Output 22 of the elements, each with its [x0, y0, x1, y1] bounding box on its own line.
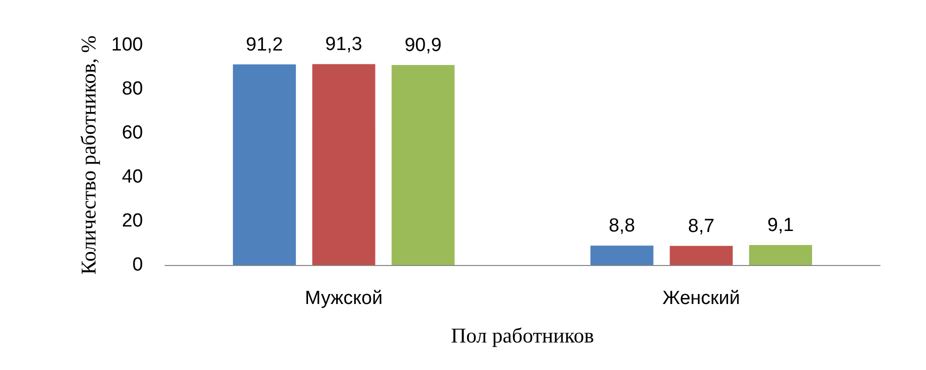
- bar: [670, 246, 733, 265]
- data-label: 91,3: [325, 34, 362, 56]
- y-tick-label: 100: [111, 34, 143, 56]
- bar: [749, 244, 812, 265]
- y-tick-label: 40: [122, 166, 143, 188]
- x-tick-label: Женский: [662, 288, 740, 309]
- y-tick-label: 60: [122, 122, 143, 144]
- data-label: 91,2: [246, 34, 283, 56]
- y-tick-label: 0: [132, 254, 143, 276]
- x-tick-label: Мужской: [304, 288, 383, 309]
- data-label: 8,7: [688, 216, 714, 237]
- bar: [312, 64, 376, 265]
- data-label: 90,9: [404, 35, 442, 56]
- x-axis-title: Пол работников: [450, 324, 594, 348]
- data-label: 8,8: [608, 216, 636, 237]
- y-tick-label: 80: [122, 78, 143, 100]
- bar: [590, 246, 654, 265]
- bar: [232, 64, 296, 265]
- y-tick-label: 20: [122, 210, 143, 232]
- bar: [392, 65, 455, 265]
- data-label: 9,1: [767, 214, 794, 236]
- y-axis-title: Количество работников, %: [76, 35, 100, 275]
